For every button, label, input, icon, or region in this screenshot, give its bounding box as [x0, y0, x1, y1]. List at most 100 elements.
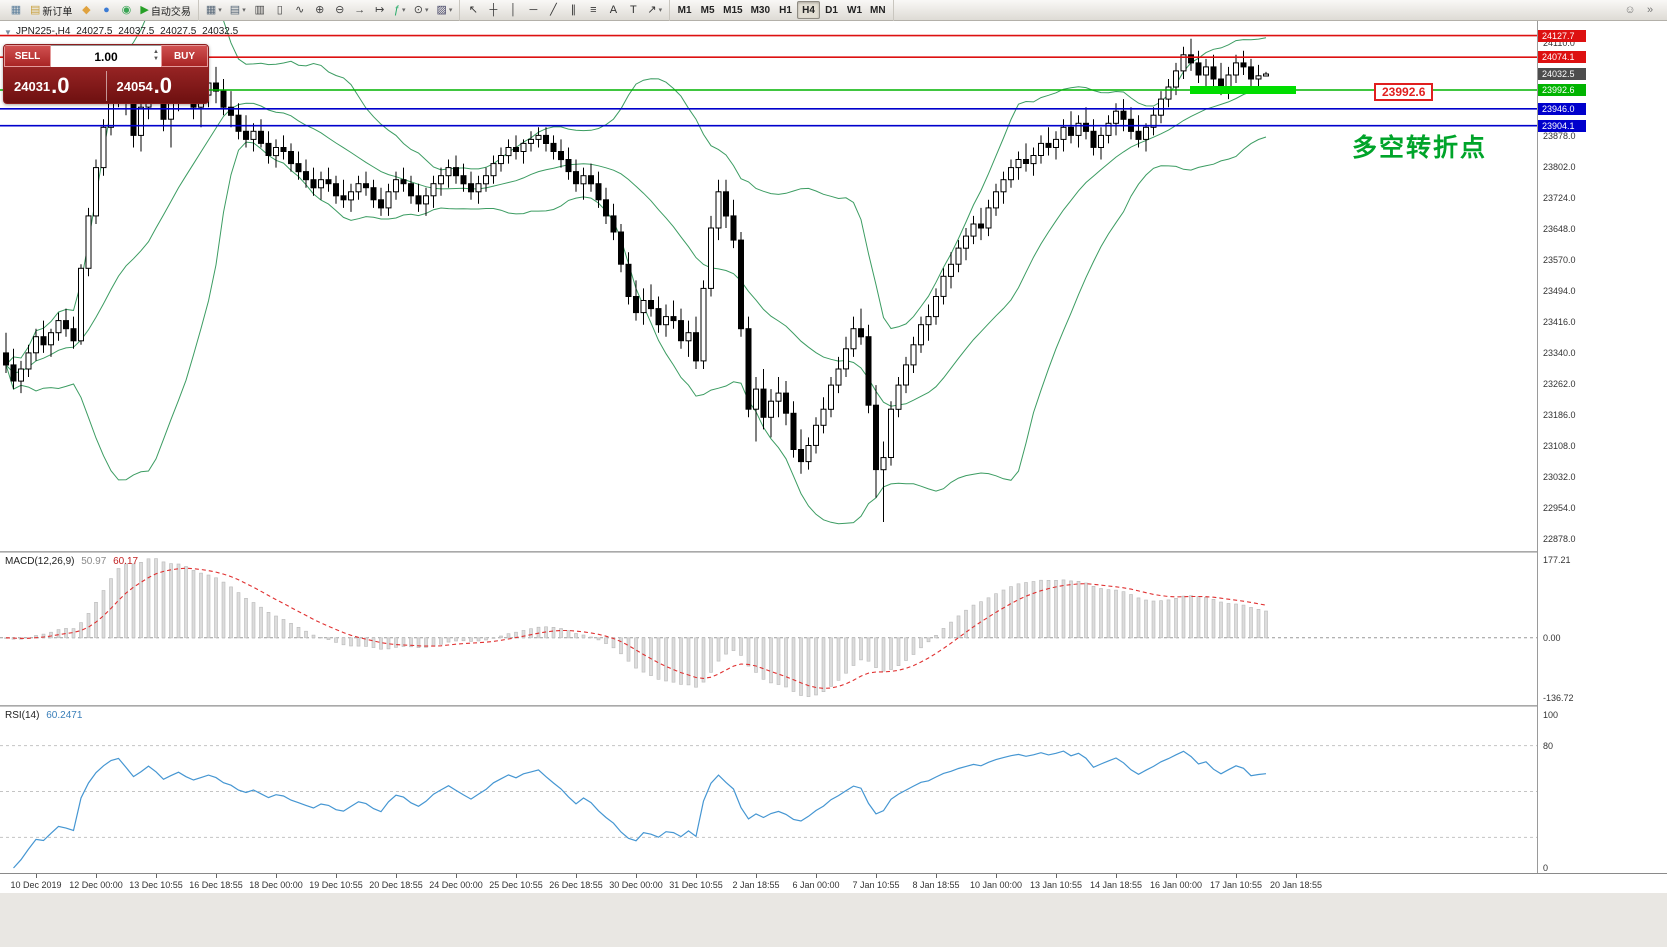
text-tool-icon[interactable]: A — [603, 1, 623, 19]
time-label: 6 Jan 00:00 — [792, 880, 840, 890]
axis-tick-label: 22878.0 — [1543, 533, 1576, 544]
channel-icon[interactable]: ∥ — [563, 1, 583, 19]
label-tool-icon: T — [630, 3, 637, 16]
new-chart-icon[interactable]: ▦ ▾ — [202, 1, 226, 19]
timeframe-h4[interactable]: H4 — [797, 1, 821, 19]
indicators-icon[interactable]: ƒ ▾ — [390, 1, 410, 19]
price-flag-label: 23946.0 — [1538, 102, 1586, 115]
timeframe-w1[interactable]: W1 — [843, 1, 866, 19]
price-level-flag[interactable]: 23992.6 — [1374, 83, 1434, 101]
label-tool-icon[interactable]: T — [623, 1, 643, 19]
indicators-icon: ƒ — [393, 3, 401, 16]
spinner-down-icon[interactable]: ▼ — [153, 56, 159, 62]
rsi-chart[interactable] — [0, 707, 1537, 873]
time-tick — [636, 874, 637, 878]
buy-button[interactable]: BUY — [161, 45, 208, 67]
price-flag-label: 23992.6 — [1538, 84, 1586, 96]
timeframe-d1[interactable]: D1 — [820, 1, 843, 19]
time-tick — [936, 874, 937, 878]
price-axis[interactable]: 24110.0 23878.0 23802.0 23724.0 23648.0 23570… — [1537, 21, 1667, 873]
time-label: 20 Dec 18:55 — [369, 880, 423, 890]
time-label: 30 Dec 00:00 — [609, 880, 663, 890]
timeframe-h4-label: H4 — [802, 4, 815, 16]
dropdown-arrow-icon: ▾ — [424, 7, 429, 14]
macd-pane-splitter[interactable] — [0, 551, 1667, 553]
timeframe-m15-label: M15 — [723, 4, 743, 16]
toolbar-group: ↖ ┼ │ ─ ╱ ∥ ≡ A T ↗ ▾ — [460, 0, 671, 21]
cursor-icon: ↖ — [468, 3, 478, 16]
time-label: 25 Dec 10:55 — [489, 880, 543, 890]
macd-chart[interactable] — [0, 553, 1537, 705]
sell-price[interactable]: 24031.0 — [14, 73, 70, 98]
axis-tick-label: 23186.0 — [1543, 409, 1576, 420]
price-flag-label: 24032.5 — [1538, 68, 1586, 80]
templates-icon[interactable]: ▨ ▾ — [432, 1, 456, 19]
autotrading-glyph: ▶ — [140, 3, 149, 16]
line-chart-icon[interactable]: ∿ — [290, 1, 310, 19]
time-tick — [696, 874, 697, 878]
price-flag-label: 24127.7 — [1538, 29, 1586, 42]
dropdown-arrow-icon: ▾ — [218, 7, 222, 14]
time-tick — [276, 874, 277, 878]
price-chart[interactable] — [0, 21, 1537, 551]
periods-icon[interactable]: ⊙ ▾ — [410, 1, 433, 19]
spinner-up-icon[interactable]: ▲ — [153, 49, 159, 55]
arrows-tool-icon[interactable]: ↗ ▾ — [643, 1, 666, 19]
axis-tick-label: 23032.0 — [1543, 471, 1576, 482]
time-tick — [876, 874, 877, 878]
time-tick — [156, 874, 157, 878]
axis-tick-label: 23494.0 — [1543, 285, 1576, 296]
candlestick-chart-icon[interactable]: ▯ — [270, 1, 290, 19]
macd-name: MACD(12,26,9) — [5, 556, 75, 567]
auto-scroll-icon[interactable]: → — [350, 1, 370, 19]
ea-status-icon[interactable]: ☺ — [1620, 1, 1640, 19]
bar-chart-icon[interactable]: ▥ — [250, 1, 270, 19]
time-axis[interactable]: 10 Dec 2019 12 Dec 00:00 13 Dec 10:55 16 De… — [0, 873, 1667, 893]
text-tool-icon: A — [609, 3, 618, 16]
profiles-icon[interactable]: ▤ ▾ — [226, 1, 250, 19]
volume-input[interactable]: 1.00 ▲ ▼ — [51, 45, 161, 67]
periods-icon: ⊙ — [413, 3, 423, 16]
fibonacci-icon[interactable]: ≡ — [583, 1, 603, 19]
horizontal-line-icon[interactable]: ─ — [523, 1, 543, 19]
market-watch-icon[interactable]: ● — [96, 1, 116, 19]
volume-spinner[interactable]: ▲ ▼ — [153, 49, 159, 63]
one-click-toggle-icon[interactable]: ▼ — [4, 28, 12, 37]
vertical-line-icon[interactable]: │ — [503, 1, 523, 19]
crosshair-icon[interactable]: ┼ — [483, 1, 503, 19]
buy-price[interactable]: 24054.0 — [116, 73, 173, 98]
price-flag-label: 24074.1 — [1538, 51, 1586, 64]
zoom-out-icon[interactable]: ⊖ — [330, 1, 350, 19]
time-label: 17 Jan 10:55 — [1209, 880, 1263, 890]
time-label: 14 Jan 18:55 — [1089, 880, 1143, 890]
rsi-name: RSI(14) — [5, 710, 40, 721]
cursor-icon[interactable]: ↖ — [463, 1, 483, 19]
timeframe-m30[interactable]: M30 — [747, 1, 774, 19]
timeframe-h1[interactable]: H1 — [774, 1, 797, 19]
new-order-button[interactable]: ▤ 新订单 — [26, 1, 76, 19]
turning-point-annotation[interactable]: 多空转折点 — [1352, 134, 1488, 162]
timeframe-m15[interactable]: M15 — [719, 1, 746, 19]
toolbar-overflow-icon[interactable]: » — [1640, 1, 1660, 19]
metaeditor-icon[interactable]: ◆ — [76, 1, 96, 19]
rsi-pane-splitter[interactable] — [0, 705, 1667, 707]
timeframe-mn-label: MN — [870, 4, 886, 16]
toolbar-group: ▦ ▾ ▤ ▾ ▥ ▯ ∿ ⊕ ⊖ → ↦ ƒ ▾ ⊙ ▾ ▨ ▾ — [199, 0, 461, 21]
axis-tick-label: 23262.0 — [1543, 379, 1576, 390]
chart-shift-icon[interactable]: ↦ — [370, 1, 390, 19]
zoom-in-icon[interactable]: ⊕ — [310, 1, 330, 19]
chart-close: 24032.5 — [202, 26, 239, 37]
zoom-out-icon: ⊖ — [335, 3, 345, 16]
navigator-icon[interactable]: ◉ — [116, 1, 136, 19]
time-label: 7 Jan 10:55 — [852, 880, 900, 890]
sell-button[interactable]: SELL — [4, 45, 51, 67]
time-label: 10 Jan 00:00 — [969, 880, 1023, 890]
trendline-icon[interactable]: ╱ — [543, 1, 563, 19]
timeframe-m1[interactable]: M1 — [673, 1, 696, 19]
chart-ohlc-header: JPN225-,H4 24027.5 24037.5 24027.5 24032… — [16, 26, 241, 37]
timeframe-m5[interactable]: M5 — [696, 1, 719, 19]
timeframe-mn[interactable]: MN — [866, 1, 890, 19]
autotrading-button[interactable]: ▶ 自动交易 — [136, 1, 194, 19]
chart-high: 24037.5 — [118, 26, 155, 37]
terminal-chart-icon[interactable]: ▦ — [6, 1, 26, 19]
